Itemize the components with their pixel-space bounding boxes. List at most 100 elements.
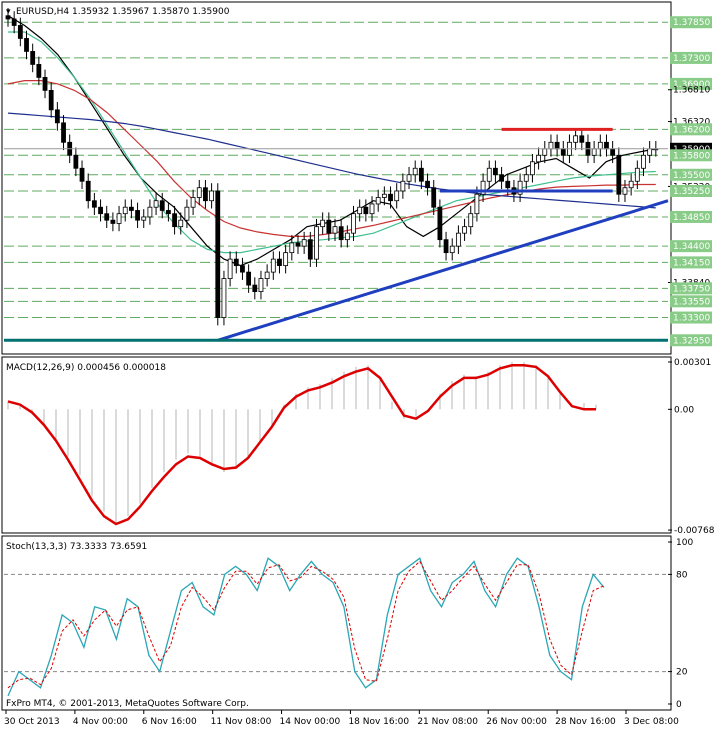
price-label: 1.37300 [670, 51, 712, 64]
macd-header-text: MACD(12,26,9) 0.000456 0.000018 [6, 363, 166, 373]
candle [79, 160, 85, 190]
candle [147, 199, 153, 225]
macd-panel-frame [1, 356, 672, 534]
candle-body [634, 167, 640, 182]
price-label-text: 1.37300 [673, 54, 710, 64]
candle-body [560, 148, 566, 156]
trendline [217, 199, 669, 342]
candle [369, 196, 375, 222]
candle-body [314, 226, 319, 260]
time-label: 3 Dec 08:00 [624, 717, 679, 727]
candle [227, 251, 233, 287]
candle-body [462, 226, 467, 234]
candle [431, 179, 437, 215]
candle [363, 199, 369, 222]
candle [394, 183, 400, 209]
macd-tick-label: -0.007685 [674, 526, 715, 536]
moving-average-line [8, 31, 656, 254]
candle-body [332, 226, 338, 234]
price-label: 1.35500 [670, 168, 712, 181]
candle-body [628, 180, 634, 189]
price-label-text: 1.33750 [673, 284, 710, 294]
candle-body [536, 154, 542, 163]
candle [357, 199, 363, 222]
time-label: 6 Nov 16:00 [142, 717, 197, 727]
price-label-bg [670, 168, 712, 181]
candle-body [209, 190, 215, 202]
candle [240, 257, 245, 280]
time-label: 14 Nov 00:00 [280, 717, 341, 727]
price-label: 1.35800 [670, 149, 712, 162]
drawn-lines [4, 127, 669, 342]
candle [42, 69, 48, 99]
candle-body [406, 174, 412, 182]
price-label-bg [670, 16, 712, 29]
candle-body [493, 167, 498, 176]
candle [73, 147, 79, 177]
candle [381, 186, 387, 206]
candle [425, 173, 430, 196]
candles [5, 7, 659, 326]
candle-body [468, 213, 474, 228]
candle-body [437, 206, 443, 241]
candle [30, 43, 36, 73]
candle [166, 202, 171, 222]
time-label: 28 Nov 16:00 [555, 717, 616, 727]
candle-body [147, 206, 153, 218]
price-label-bg [670, 184, 712, 197]
candle-body [499, 174, 504, 182]
candle [523, 166, 529, 190]
price-label-text: 1.34850 [673, 213, 710, 223]
candle [48, 82, 54, 118]
candle-body [24, 38, 29, 52]
candle [616, 147, 622, 203]
candle [314, 218, 319, 267]
macd-tick-label: 0.00301 [674, 358, 711, 368]
candle [332, 218, 338, 241]
main-title-icon: ▾ [6, 7, 11, 17]
price-label-text: 1.35800 [673, 151, 710, 161]
price-label-bg [670, 123, 712, 136]
candle-body [30, 51, 36, 65]
candle [246, 264, 252, 293]
candle-body [363, 206, 369, 215]
candle [301, 231, 307, 254]
price-label-bg [670, 295, 712, 308]
macd-tick-label: 0.00 [674, 405, 694, 415]
candle-body [449, 245, 455, 254]
candle [233, 251, 239, 274]
price-label-bg [670, 256, 712, 269]
price-label-text: 1.36810 [673, 86, 710, 96]
price-label-text: 1.36200 [673, 125, 710, 135]
candle-body [61, 122, 66, 143]
candle-body [159, 200, 165, 211]
price-label-text: 1.36320 [673, 118, 710, 128]
candle-body [172, 213, 177, 228]
stoch-main-line [7, 557, 605, 697]
candle [493, 160, 498, 183]
price-label: 1.36810 [668, 86, 710, 96]
candle-body [486, 167, 492, 182]
time-label: 11 Nov 08:00 [211, 717, 272, 727]
candle [326, 212, 332, 241]
candle [412, 160, 418, 183]
candle [128, 199, 134, 219]
candle [116, 205, 122, 232]
candle [135, 202, 140, 228]
price-label-bg [670, 282, 712, 295]
candle-body [554, 141, 560, 150]
candle [307, 231, 313, 267]
candle [443, 231, 449, 261]
time-label: 18 Nov 16:00 [348, 717, 409, 727]
candle [122, 199, 128, 222]
time-label: 26 Nov 00:00 [486, 717, 547, 727]
candle-body [573, 135, 579, 143]
candle [178, 212, 184, 235]
price-label: 1.36320 [668, 118, 710, 128]
stoch-tick-label: 0 [676, 700, 682, 710]
candle [283, 244, 289, 274]
candle-body [178, 219, 184, 228]
candle-body [203, 187, 208, 202]
candle-body [196, 187, 202, 198]
